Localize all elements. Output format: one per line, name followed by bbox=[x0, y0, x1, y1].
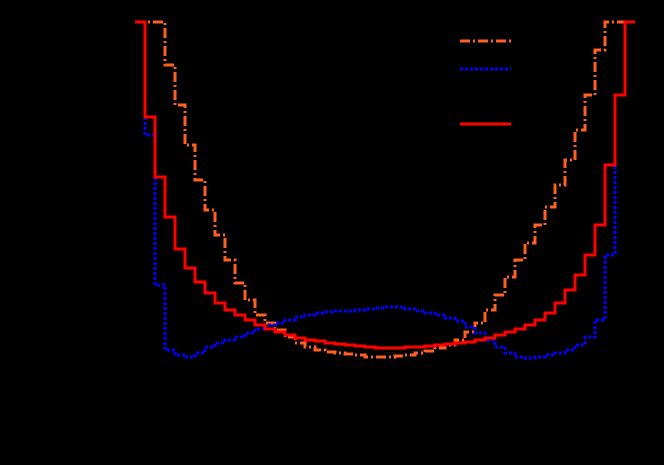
series-layer bbox=[135, 20, 635, 360]
histogram-orange bbox=[135, 20, 635, 359]
plot-frame bbox=[134, 21, 636, 396]
histogram-red bbox=[135, 20, 635, 350]
histogram-blue bbox=[135, 20, 635, 360]
legend bbox=[460, 39, 511, 126]
